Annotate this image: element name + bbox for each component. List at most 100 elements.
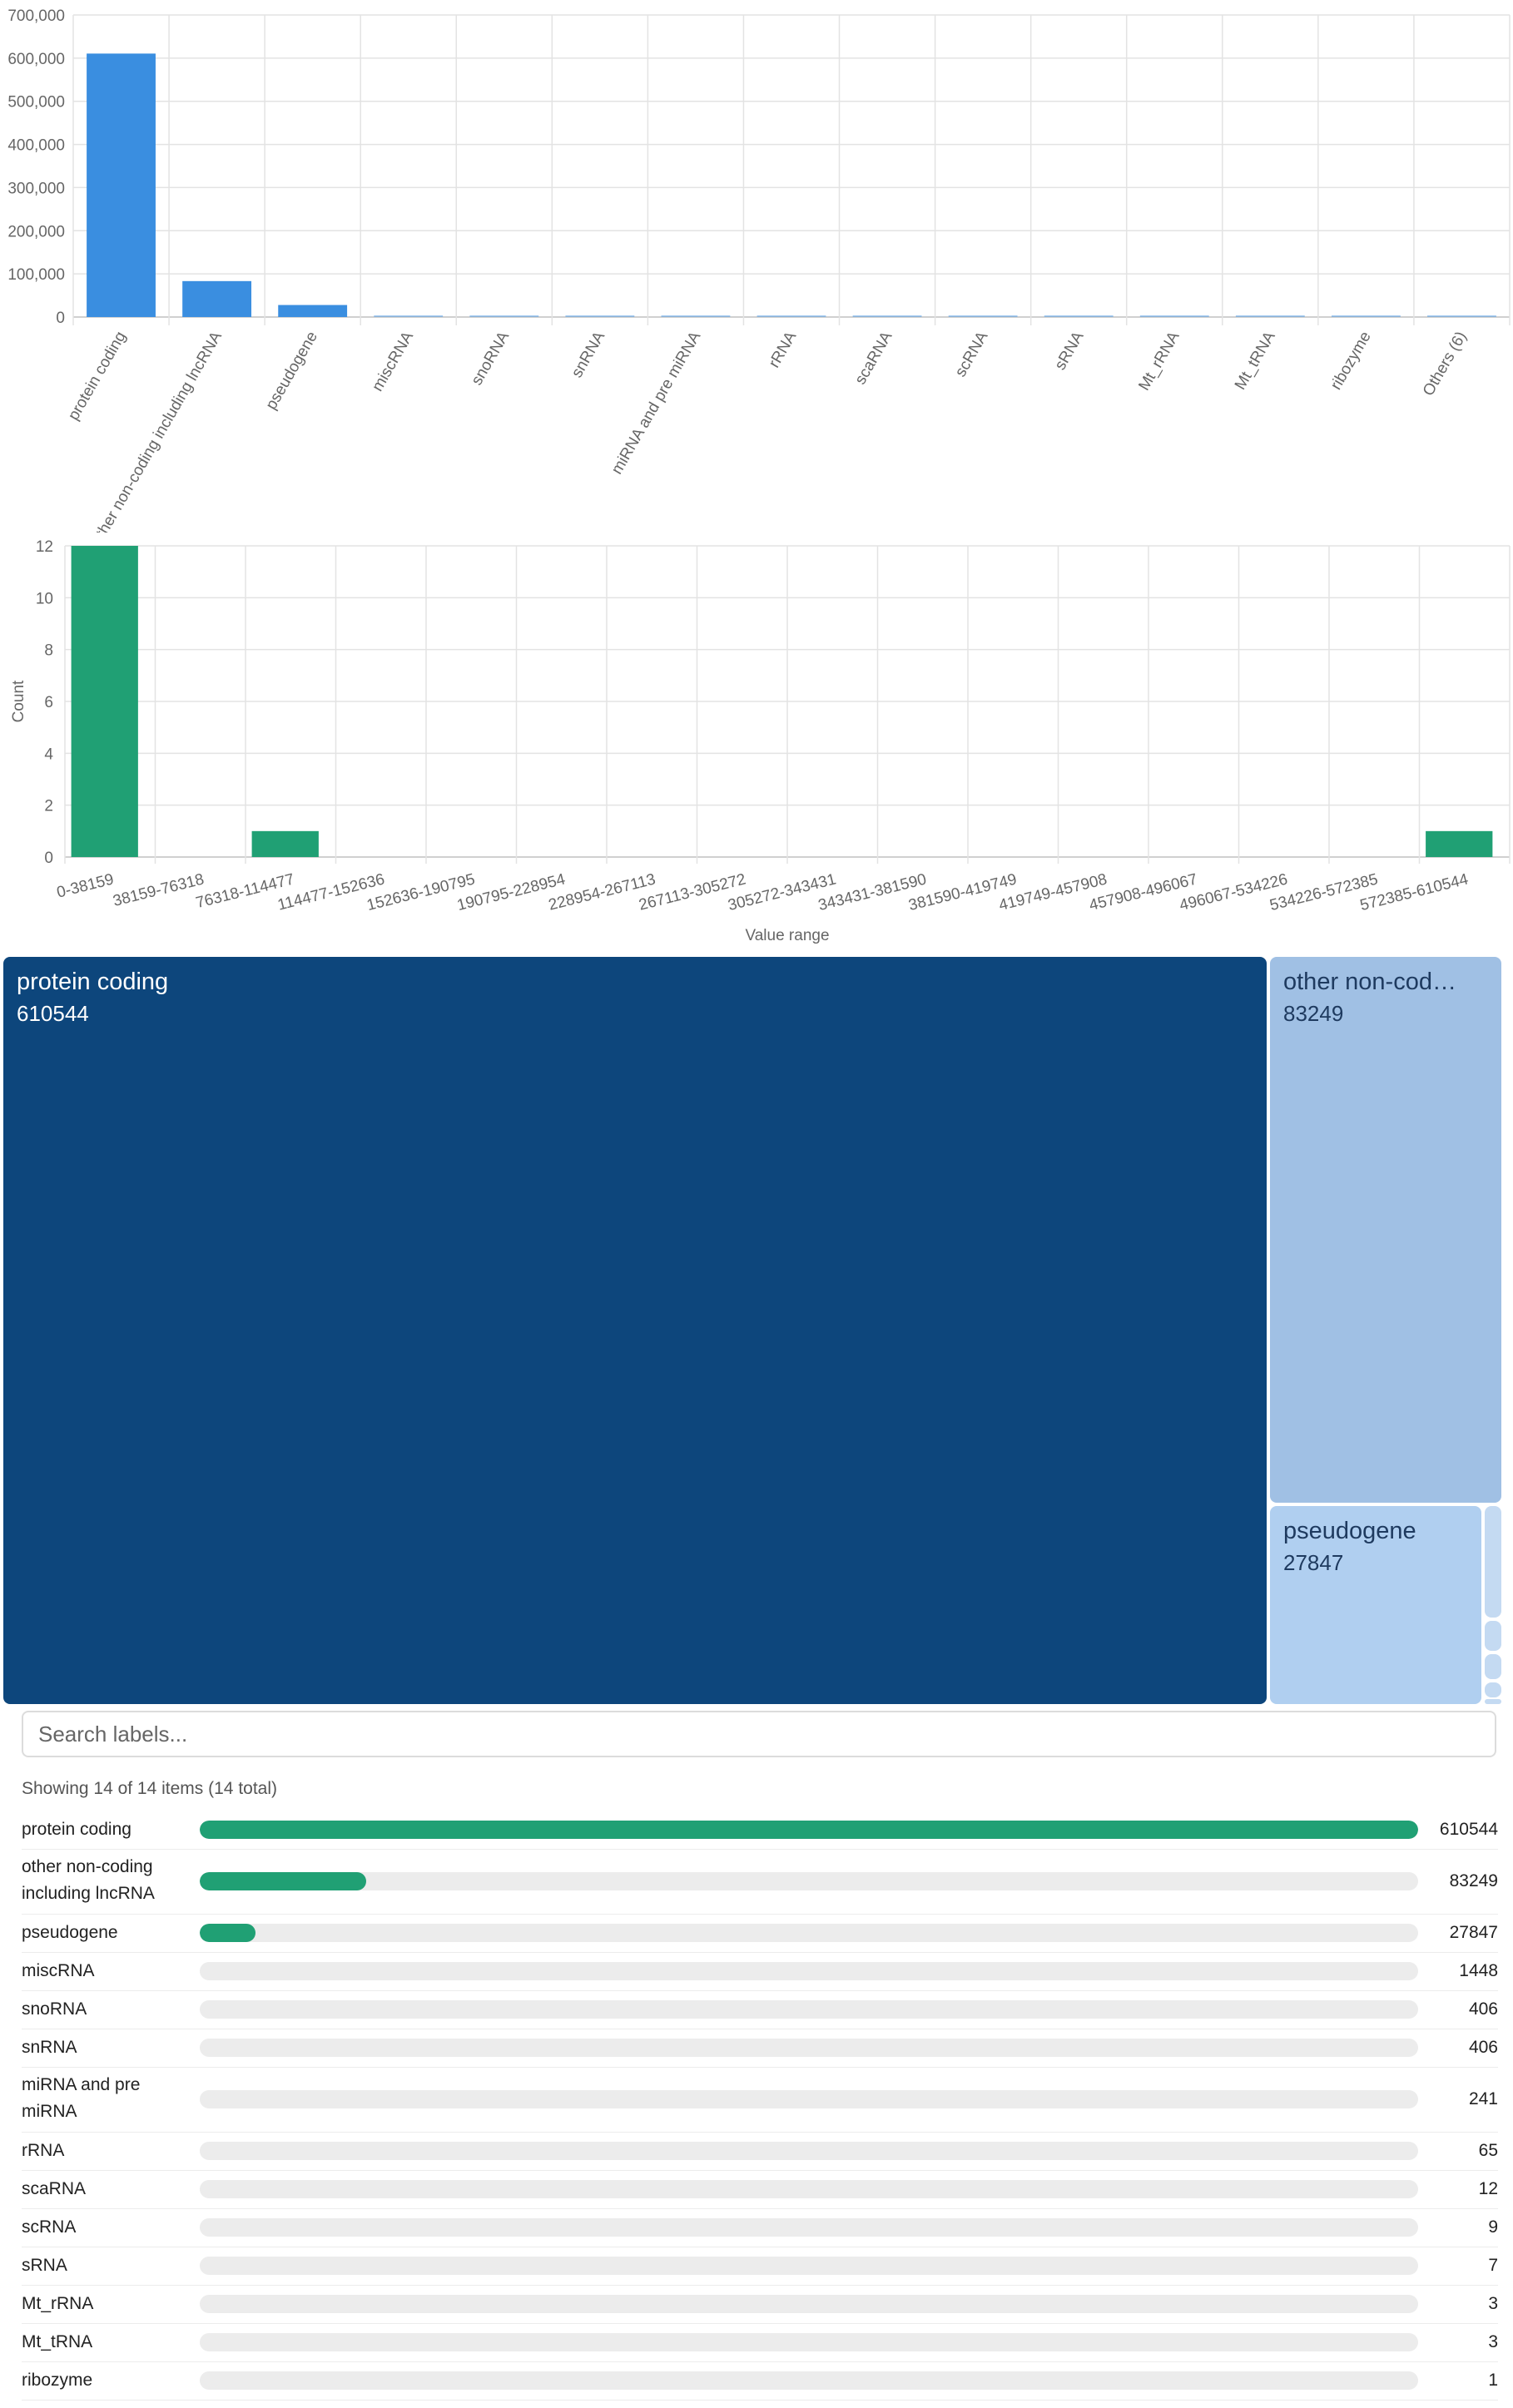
y-tick-label: 0 [44, 850, 53, 867]
list-item-bar-track [200, 1821, 1418, 1839]
list-item[interactable]: snRNA 406 [22, 2029, 1498, 2068]
list-item-value: 1448 [1459, 1961, 1498, 1980]
list-item-label: sRNA [22, 2256, 67, 2275]
list-item[interactable]: Mt_tRNA 3 [22, 2323, 1498, 2362]
list-item[interactable]: Mt_rRNA 3 [22, 2285, 1498, 2324]
x-tick-label: Mt_rRNA [1135, 329, 1183, 394]
treemap-tile-sn-rna[interactable] [1485, 1654, 1501, 1679]
x-tick-label: Mt_tRNA [1232, 329, 1279, 394]
list-item-value: 12 [1478, 2179, 1498, 2198]
bar [87, 53, 156, 317]
list-item-label: miscRNA [22, 1961, 95, 1980]
bar [1235, 315, 1305, 317]
treemap-tile-pseudogene[interactable]: pseudogene 27847 [1270, 1506, 1481, 1704]
list-item-bar-track [200, 2039, 1418, 2057]
list-item-value: 9 [1488, 2217, 1498, 2237]
x-tick-label: Others (6) [1420, 329, 1471, 399]
bar-chart-svg: 700,000 600,000 500,000 400,000 300,000 200,0… [7, 7, 1511, 548]
list-item-bar-fill [200, 1821, 1418, 1839]
list-item-bar-track [200, 2333, 1418, 2351]
bar [182, 280, 252, 317]
list-item-bar-track [200, 2218, 1418, 2237]
treemap-tile-value: 27847 [1283, 1550, 1344, 1575]
list-item-bar-track [200, 2295, 1418, 2313]
bar [374, 315, 444, 317]
list-item-label: scaRNA [22, 2179, 87, 2198]
list-item-bar-track [200, 2142, 1418, 2160]
treemap-tile-value: 83249 [1283, 1001, 1344, 1026]
y-axis-label: Count [10, 680, 27, 722]
x-tick-label: ribozyme [1327, 329, 1375, 393]
bar [1044, 315, 1114, 317]
y-tick-label: 6 [44, 694, 53, 711]
list-item-label: other non-coding including lncRNA [22, 1857, 155, 1903]
y-tick-label: 600,000 [7, 51, 65, 68]
bar [1331, 315, 1401, 317]
y-tick-label: 2 [44, 798, 53, 815]
list-item[interactable]: scaRNA 12 [22, 2170, 1498, 2209]
list-item-bar-track [200, 2180, 1418, 2198]
list-item-bar-track [200, 2090, 1418, 2108]
x-tick-label: snRNA [568, 329, 608, 381]
histogram-svg: 1210864200-3815938159-7631876318-1144771… [10, 538, 1511, 944]
y-tick-label: 4 [44, 746, 53, 763]
histogram-bar [71, 546, 138, 857]
y-tick-label: 10 [36, 590, 53, 607]
list-item[interactable]: rRNA 65 [22, 2132, 1498, 2171]
list-item[interactable]: miRNA and pre miRNA 241 [22, 2067, 1498, 2133]
list-item[interactable]: snoRNA 406 [22, 1990, 1498, 2029]
x-tick-label: 0-38159 [55, 870, 116, 901]
list-item-label: scRNA [22, 2217, 77, 2237]
y-tick-label: 8 [44, 642, 53, 660]
x-tick-label: miRNA and pre miRNA [608, 329, 704, 478]
list-item-label: rRNA [22, 2141, 65, 2160]
y-tick-label: 700,000 [7, 7, 65, 25]
list-item[interactable]: ribozyme 1 [22, 2361, 1498, 2401]
y-tick-label: 0 [56, 310, 65, 327]
search-input[interactable] [22, 1711, 1496, 1757]
treemap-tile-label: other non-cod… [1283, 969, 1456, 995]
list-item-bar-track [200, 1872, 1418, 1890]
list-item-label: miRNA and pre miRNA [22, 2075, 141, 2121]
list-item[interactable]: scRNA 9 [22, 2208, 1498, 2247]
treemap-tile-protein-coding[interactable]: protein coding 610544 [3, 957, 1267, 1704]
x-tick-label: scRNA [952, 329, 992, 380]
list-item[interactable]: other non-coding including lncRNA 83249 [22, 1849, 1498, 1915]
list-item-bar-track [200, 2257, 1418, 2275]
list-item-bar-track [200, 2000, 1418, 2019]
y-tick-label: 200,000 [7, 223, 65, 240]
list-item[interactable]: sRNA 7 [22, 2247, 1498, 2286]
x-tick-label: 38159-76318 [112, 870, 206, 909]
treemap-tile-other-non-coding[interactable]: other non-cod… 83249 [1270, 957, 1501, 1503]
x-tick-label: miscRNA [369, 329, 417, 394]
list-item-label: snoRNA [22, 1999, 87, 2019]
list-item-label: ribozyme [22, 2371, 93, 2390]
list-item-bar-track [200, 1962, 1418, 1980]
list-item[interactable]: protein coding 610544 [22, 1811, 1498, 1850]
list-item-bar-fill [200, 1872, 366, 1890]
list-item-value: 65 [1478, 2141, 1498, 2160]
x-tick-label: scaRNA [851, 329, 895, 388]
treemap-tile-mirna[interactable] [1485, 1682, 1501, 1697]
list-item[interactable]: pseudogene 27847 [22, 1914, 1498, 1953]
histogram-bar [1426, 830, 1493, 857]
list-item-value: 610544 [1439, 1820, 1498, 1839]
list-item[interactable]: miscRNA 1448 [22, 1952, 1498, 1991]
items-count-text: Showing 14 of 14 items (14 total) [22, 1779, 278, 1798]
x-tick-label: protein coding [65, 329, 130, 424]
treemap: protein coding 610544 other non-cod… 832… [0, 955, 1513, 1707]
list-item-value: 406 [1468, 2038, 1498, 2057]
y-tick-label: 12 [36, 538, 53, 556]
biotype-bar-chart: 700,000 600,000 500,000 400,000 300,000 200,0… [0, 0, 1513, 548]
list-item-value: 27847 [1449, 1923, 1498, 1942]
bar [661, 315, 731, 317]
list-item-bar-fill [200, 1924, 255, 1942]
list-item-value: 83249 [1449, 1871, 1498, 1890]
treemap-tile-small[interactable] [1485, 1699, 1501, 1704]
treemap-tile-misc-rna[interactable] [1485, 1506, 1501, 1618]
x-tick-label: rRNA [766, 329, 801, 371]
list-item-value: 1 [1488, 2371, 1498, 2390]
treemap-tile-sno-rna[interactable] [1485, 1621, 1501, 1651]
value-histogram-chart: 12 10 8 6 4 2 0 0-38159 38159-76318 76318-114477 1… [0, 533, 1513, 949]
list-item-value: 3 [1488, 2332, 1498, 2351]
